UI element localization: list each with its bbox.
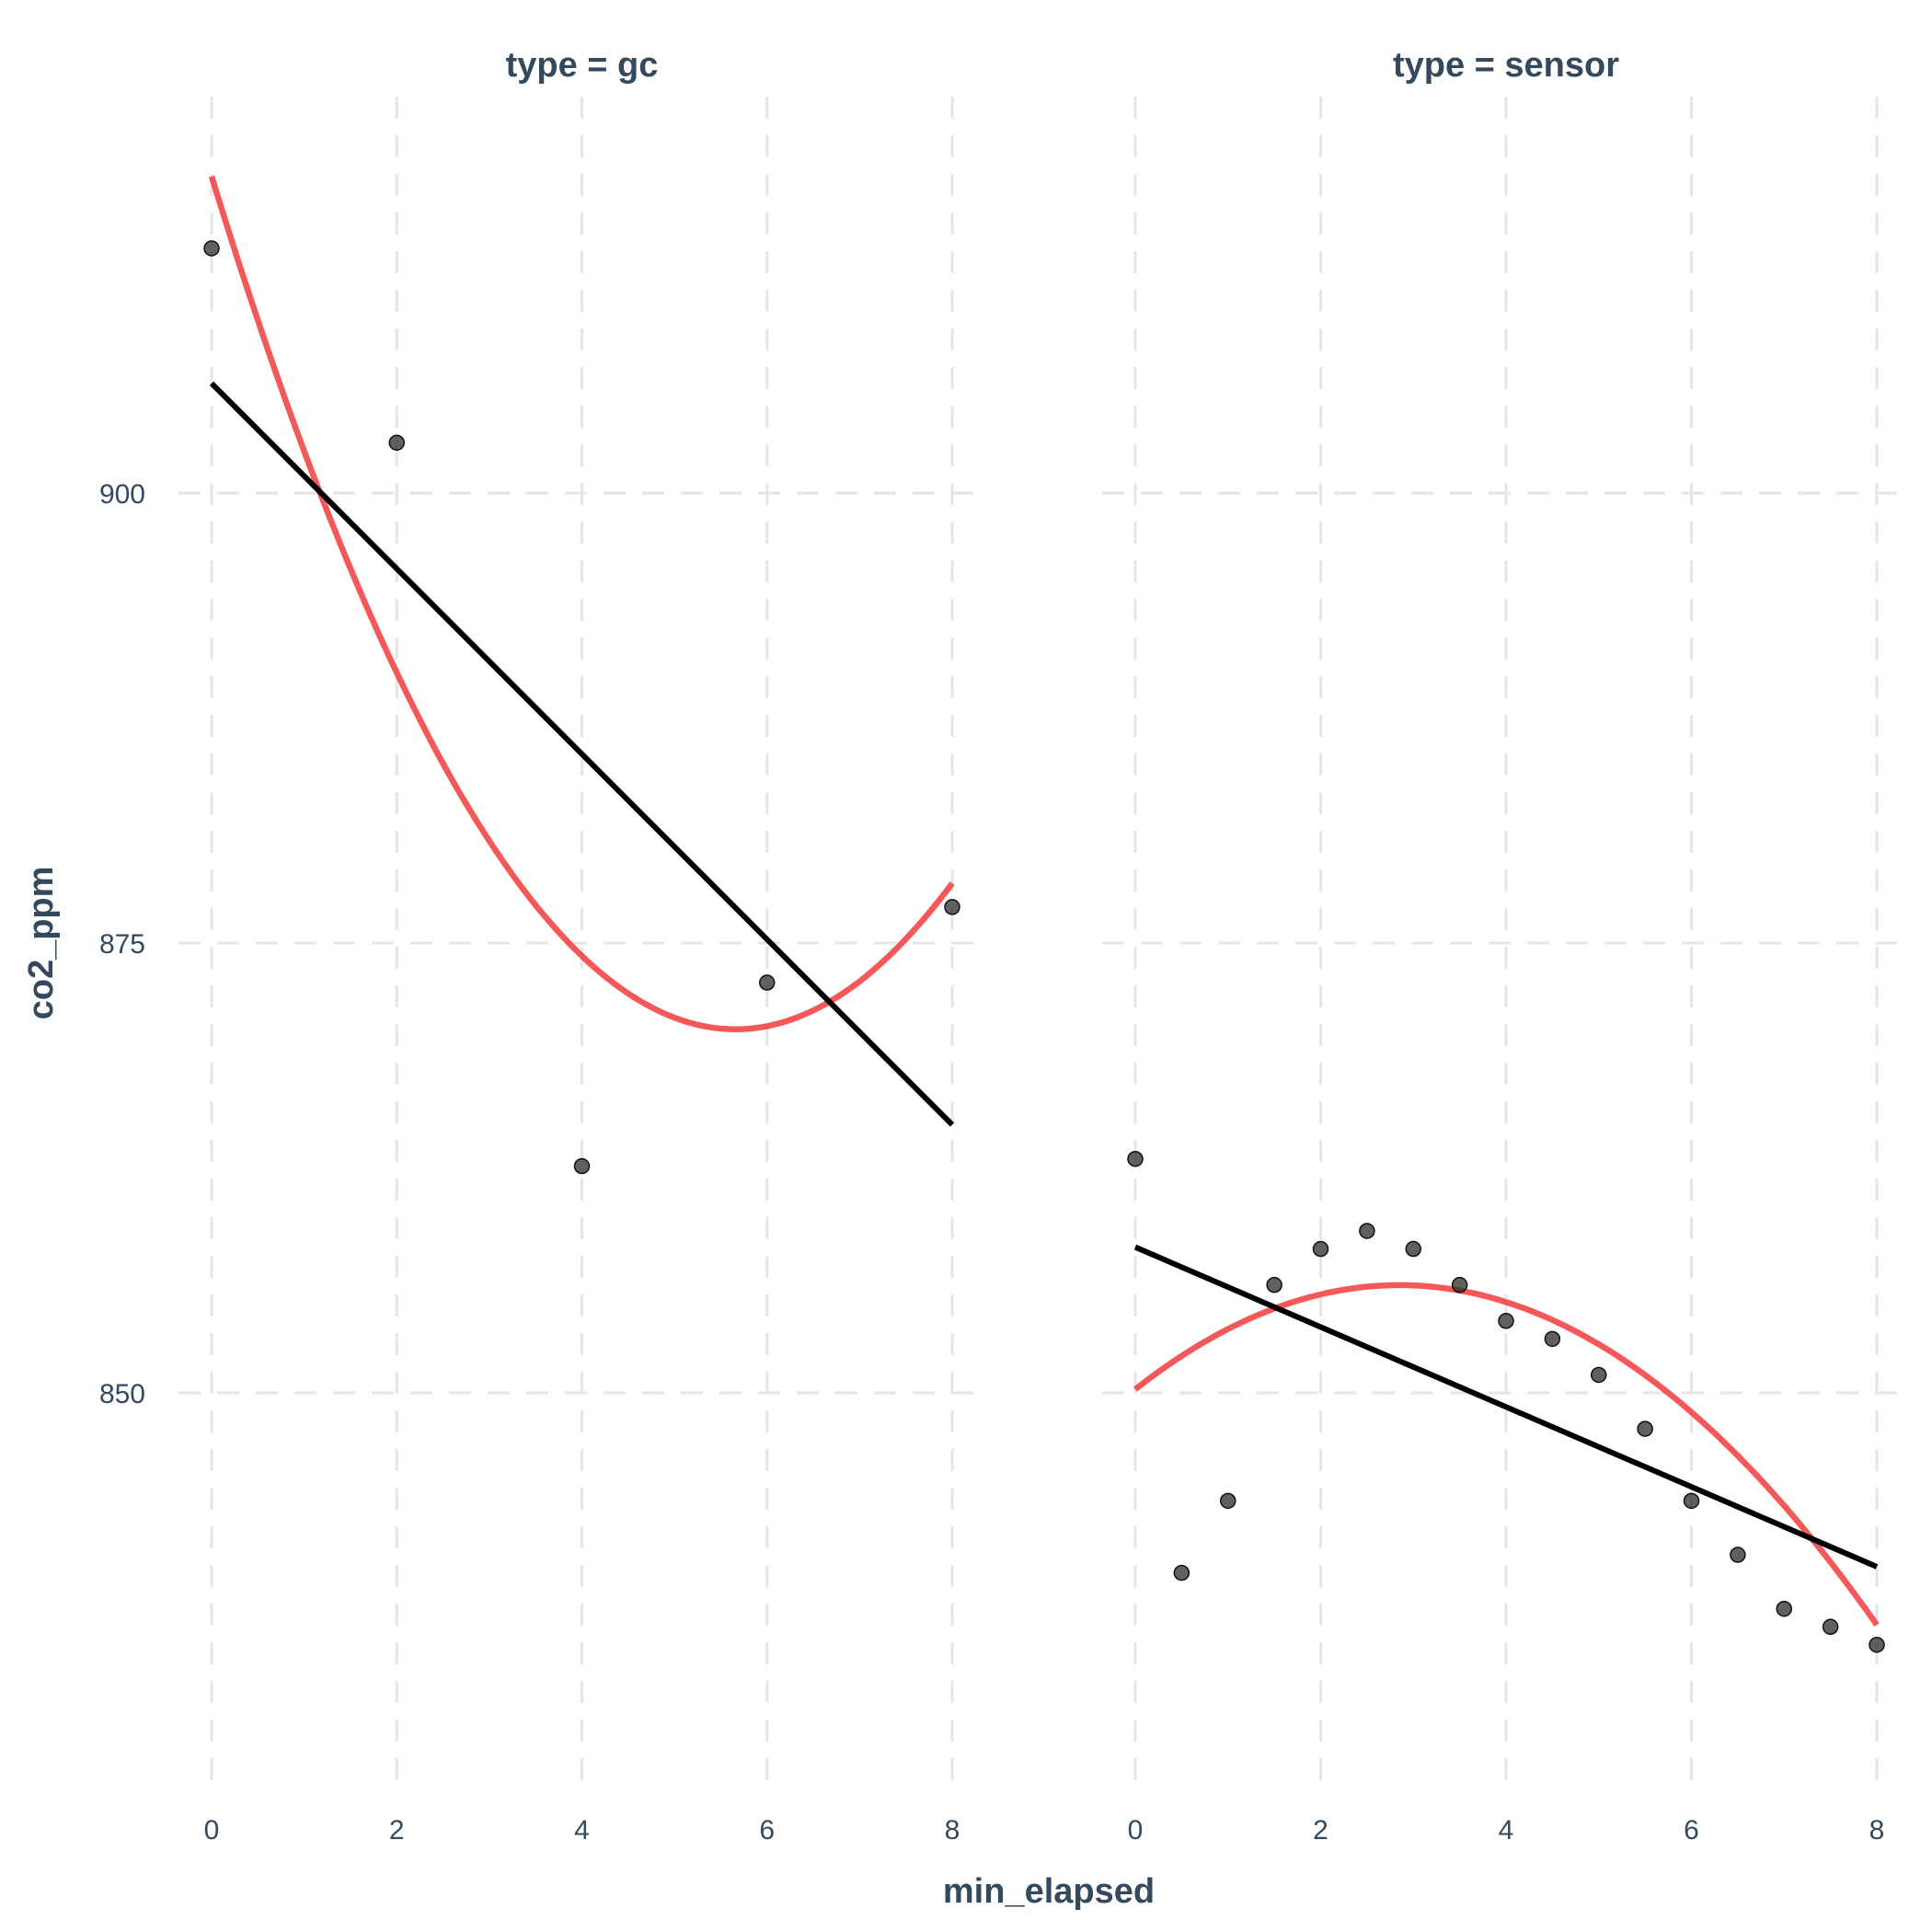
panel-title: type = sensor — [1393, 46, 1619, 85]
data-point — [1173, 1564, 1190, 1581]
x-tick-label: 2 — [1313, 1815, 1328, 1846]
x-tick-label: 4 — [1499, 1815, 1514, 1846]
data-point — [388, 434, 405, 451]
panel-1: type = sensor 0 2 4 6 8 — [1102, 46, 1909, 1846]
data-point — [1266, 1276, 1282, 1294]
data-point — [1591, 1366, 1607, 1384]
data-point — [1822, 1618, 1839, 1636]
data-point — [1683, 1492, 1700, 1510]
y-tick-label: 850 — [99, 1379, 145, 1409]
panel-0: type = gc 0 2 4 6 8 850 875 900 — [99, 46, 984, 1846]
x-tick-label: 4 — [574, 1815, 590, 1846]
linear-fit-line — [1133, 1244, 1879, 1570]
data-point — [203, 240, 220, 257]
x-tick-label: 8 — [1869, 1815, 1885, 1846]
x-tick-label: 8 — [945, 1815, 960, 1846]
data-point — [1498, 1313, 1514, 1329]
data-point — [759, 974, 776, 991]
x-tick-label: 6 — [1684, 1815, 1699, 1846]
x-tick-label: 0 — [1128, 1815, 1144, 1846]
data-point — [1312, 1240, 1329, 1258]
x-axis-title: min_elapsed — [943, 1872, 1155, 1911]
linear-fit-line — [209, 381, 955, 1127]
y-tick-label: 875 — [99, 929, 145, 960]
data-point — [1637, 1420, 1653, 1437]
data-point — [1730, 1547, 1746, 1563]
y-axis-title: co2_ppm — [22, 867, 61, 1020]
data-point — [1359, 1223, 1375, 1239]
x-tick-label: 6 — [759, 1815, 775, 1846]
data-point — [1127, 1150, 1144, 1167]
data-point — [1544, 1330, 1561, 1348]
panels-layer: type = gc 0 2 4 6 8 850 875 900 type = sensor 0 2 4 6… — [99, 46, 1909, 1846]
data-point — [1405, 1240, 1421, 1258]
y-tick-label: 900 — [99, 479, 145, 510]
data-point — [1776, 1600, 1792, 1617]
data-point — [1220, 1492, 1236, 1510]
data-point — [573, 1157, 591, 1175]
panel-title: type = gc — [506, 46, 659, 85]
data-point — [1451, 1276, 1468, 1294]
x-tick-label: 0 — [204, 1815, 220, 1846]
data-point — [944, 899, 960, 915]
quadratic-fit-curve — [1133, 1282, 1880, 1627]
data-point — [1869, 1637, 1885, 1653]
x-tick-label: 2 — [389, 1815, 405, 1846]
